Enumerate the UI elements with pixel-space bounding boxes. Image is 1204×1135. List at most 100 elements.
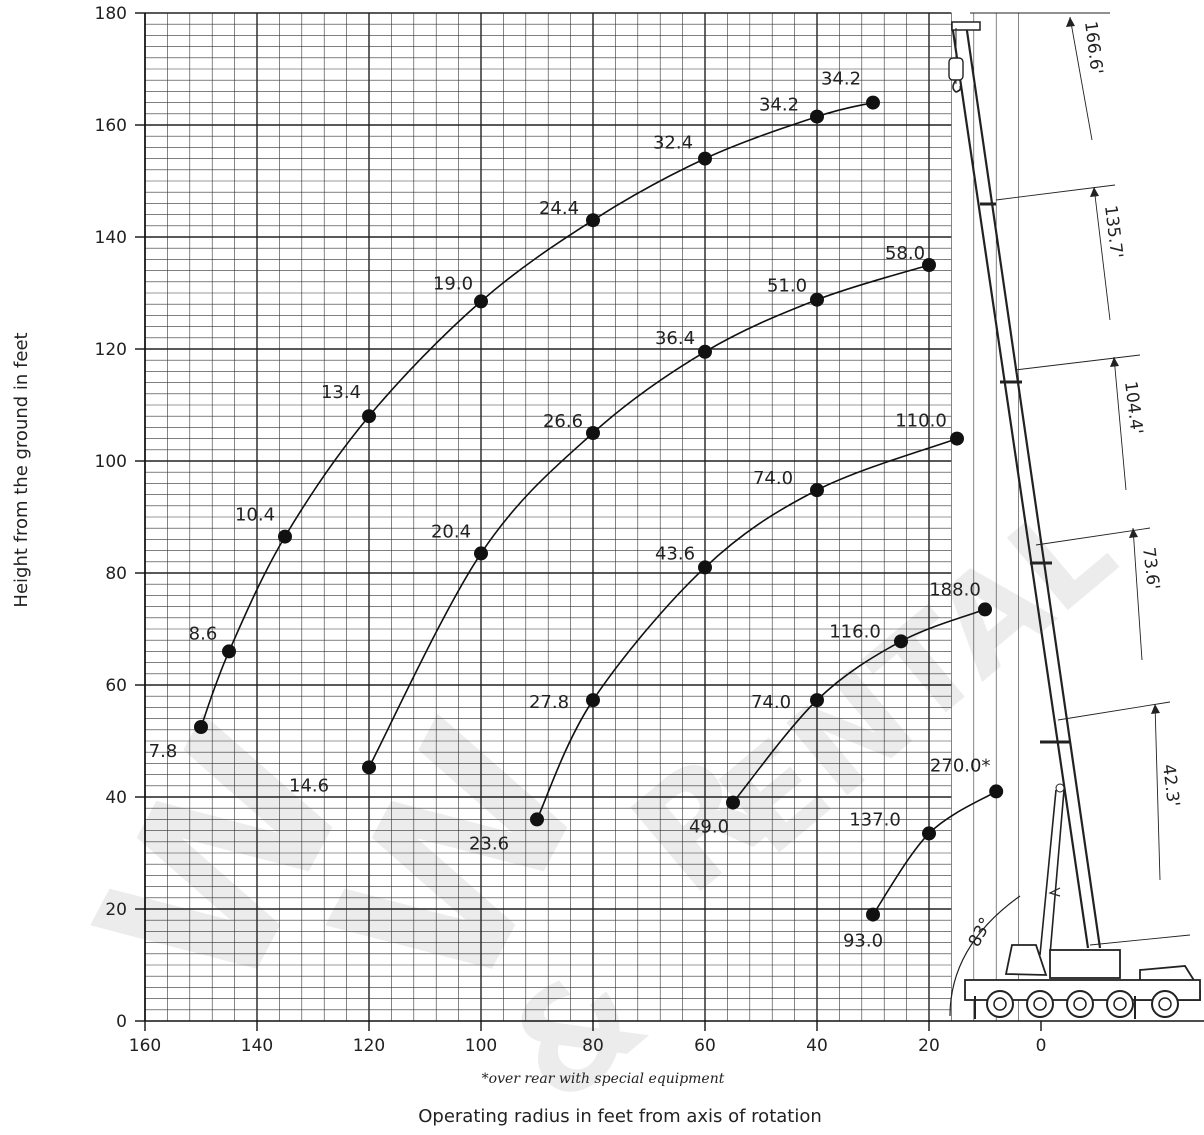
y-tick-label: 20 bbox=[105, 900, 127, 920]
x-tick-label: 20 bbox=[918, 1036, 940, 1056]
point-label: 10.4 bbox=[235, 505, 275, 526]
boom-head bbox=[951, 21, 981, 31]
axes: 0 20 40 60 80 100 120 140 160 180 160 140 120 100 80 60… bbox=[95, 4, 1204, 1056]
point-label: 27.8 bbox=[529, 692, 569, 713]
crane-cab bbox=[1004, 944, 1048, 976]
point-label: 26.6 bbox=[543, 411, 583, 432]
dimension-guide bbox=[1089, 934, 1191, 946]
data-point bbox=[866, 907, 880, 922]
data-point bbox=[922, 826, 936, 841]
data-point bbox=[362, 760, 376, 775]
data-point bbox=[194, 720, 208, 734]
dimension-line bbox=[1132, 527, 1143, 661]
point-label: 24.4 bbox=[539, 198, 579, 219]
wheel-hub bbox=[1158, 997, 1172, 1011]
data-point bbox=[810, 483, 824, 498]
point-label: 13.4 bbox=[321, 382, 361, 403]
point-label: 43.6 bbox=[655, 543, 695, 564]
y-tick-label: 120 bbox=[95, 340, 127, 360]
x-tick-label: 140 bbox=[241, 1036, 273, 1056]
data-point bbox=[362, 409, 376, 424]
boom-edge bbox=[950, 23, 1090, 949]
data-point bbox=[866, 95, 880, 110]
hook bbox=[952, 79, 962, 93]
x-tick-label: 80 bbox=[582, 1036, 604, 1056]
data-point bbox=[989, 784, 1004, 799]
y-tick-label: 0 bbox=[116, 1012, 127, 1032]
data-point bbox=[586, 213, 600, 228]
data-point bbox=[810, 693, 824, 708]
data-point bbox=[222, 644, 236, 659]
dimension-guide bbox=[1035, 527, 1151, 546]
dimension-line bbox=[1069, 16, 1093, 141]
boom-length-label: 104.4' bbox=[1120, 380, 1146, 435]
x-tick-label: 120 bbox=[353, 1036, 385, 1056]
crane-drawing: 83° bbox=[948, 21, 1201, 1019]
y-tick-label: 100 bbox=[95, 452, 127, 472]
load-curve bbox=[732, 608, 986, 804]
y-tick-label: 180 bbox=[95, 4, 127, 24]
point-label: 32.4 bbox=[653, 133, 693, 154]
y-tick-label: 80 bbox=[105, 564, 127, 584]
data-point bbox=[698, 560, 712, 575]
data-point bbox=[698, 151, 712, 166]
data-point bbox=[474, 546, 488, 561]
dimension-guide bbox=[995, 184, 1116, 201]
y-tick-label: 40 bbox=[105, 788, 127, 808]
point-label: 51.0 bbox=[767, 276, 807, 297]
data-point bbox=[586, 426, 600, 440]
x-tick-label: 100 bbox=[465, 1036, 497, 1056]
boom-length-label: 42.3' bbox=[1158, 763, 1183, 808]
dimension-arrow bbox=[1090, 187, 1099, 197]
hook-block bbox=[948, 57, 964, 81]
point-label: 14.6 bbox=[289, 775, 329, 796]
y-tick-label: 60 bbox=[105, 676, 127, 696]
point-label: 23.6 bbox=[469, 833, 509, 854]
boom-length-label: 166.6' bbox=[1080, 20, 1106, 75]
dimension-guide bbox=[1014, 354, 1141, 371]
wheel-hub bbox=[1033, 997, 1047, 1011]
wheel-hub bbox=[993, 997, 1007, 1011]
data-point bbox=[474, 294, 488, 309]
x-tick-label: 160 bbox=[129, 1036, 161, 1056]
y-tick-label: 160 bbox=[95, 116, 127, 136]
angle-arc bbox=[949, 895, 1021, 1017]
luffing-jib bbox=[1039, 789, 1065, 956]
data-point bbox=[530, 812, 544, 827]
data-point bbox=[726, 795, 740, 810]
point-label: 110.0 bbox=[895, 411, 947, 432]
angle-arrow bbox=[1048, 887, 1061, 897]
point-labels: 34.2 34.2 32.4 24.4 19.0 13.4 10.4 8.6 7.8 58.0 51… bbox=[149, 69, 991, 952]
x-axis-label: Operating radius in feet from axis of ro… bbox=[418, 1106, 822, 1127]
data-point bbox=[922, 258, 936, 272]
points bbox=[194, 95, 1004, 922]
load-curve bbox=[200, 101, 874, 728]
y-axis-label: Height from the ground in feet bbox=[11, 332, 32, 607]
dimension-arrow bbox=[1129, 528, 1138, 538]
superstructure bbox=[1049, 949, 1121, 979]
boom-length-label: 73.6' bbox=[1138, 546, 1163, 591]
point-label: 74.0 bbox=[753, 468, 793, 489]
data-point bbox=[278, 529, 292, 544]
wheel-hub bbox=[1073, 997, 1087, 1011]
point-label: 19.0 bbox=[433, 273, 473, 294]
x-tick-label: 60 bbox=[694, 1036, 716, 1056]
point-label: 116.0 bbox=[829, 621, 881, 642]
boom-length-label: 135.7' bbox=[1100, 204, 1126, 259]
data-point bbox=[978, 602, 992, 617]
point-label: 74.0 bbox=[751, 692, 791, 713]
point-label: 7.8 bbox=[149, 741, 178, 762]
point-label: 93.0 bbox=[843, 931, 883, 952]
data-point bbox=[810, 109, 824, 124]
dimension-line bbox=[1154, 703, 1161, 881]
point-label: 49.0 bbox=[689, 817, 729, 838]
point-label: 188.0 bbox=[929, 579, 981, 600]
dimension-arrow bbox=[1066, 17, 1075, 27]
jib-sheave bbox=[1055, 783, 1065, 793]
point-label: 270.0* bbox=[930, 755, 991, 776]
x-tick-label: 40 bbox=[806, 1036, 828, 1056]
point-label: 34.2 bbox=[759, 95, 799, 116]
boom-length-labels: 166.6' 135.7' 104.4' 73.6' 42.3' bbox=[970, 12, 1191, 946]
